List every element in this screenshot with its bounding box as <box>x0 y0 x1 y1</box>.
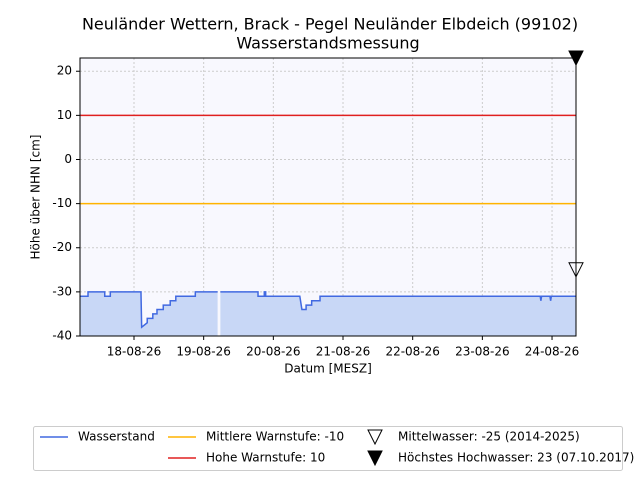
legend-label: Hohe Warnstufe: 10 <box>206 451 325 465</box>
x-tick-label: 24-08-26 <box>525 345 579 359</box>
plot-frame <box>79 57 577 337</box>
y-tick-label: 0 <box>64 152 72 166</box>
legend-swatch <box>367 450 383 467</box>
plot-area <box>80 58 576 336</box>
y-tick-label: -10 <box>52 196 72 210</box>
x-tick-label: 21-08-26 <box>316 345 370 359</box>
y-tick-label: -30 <box>52 284 72 298</box>
area <box>80 291 576 336</box>
legend-label: Höchstes Hochwasser: 23 (07.10.2017) <box>398 451 634 465</box>
line <box>80 291 576 329</box>
x-axis-label: Datum [MESZ] <box>284 362 372 376</box>
x-tick-label: 19-08-26 <box>176 345 230 359</box>
x-tick-label: 20-08-26 <box>246 345 300 359</box>
x-tick-label: 22-08-26 <box>385 345 439 359</box>
y-axis-label: Höhe über NHN [cm] <box>29 135 43 260</box>
legend-label: Wasserstand <box>78 430 155 444</box>
y-tick-label: 20 <box>57 64 72 78</box>
x-tick-label: 23-08-26 <box>455 345 509 359</box>
y-tick-label: -20 <box>52 240 72 254</box>
legend-swatch <box>367 429 383 446</box>
x-tick-label: 18-08-26 <box>107 345 161 359</box>
legend-label: Mittelwasser: -25 (2014-2025) <box>398 430 580 444</box>
chart-title: Neuländer Wettern, Brack - Pegel Neuländ… <box>82 15 578 34</box>
y-tick-label: -40 <box>52 329 72 343</box>
chart-subtitle: Wasserstandsmessung <box>236 34 419 53</box>
y-tick-label: 10 <box>57 108 72 122</box>
legend-label: Mittlere Warnstufe: -10 <box>206 430 344 444</box>
